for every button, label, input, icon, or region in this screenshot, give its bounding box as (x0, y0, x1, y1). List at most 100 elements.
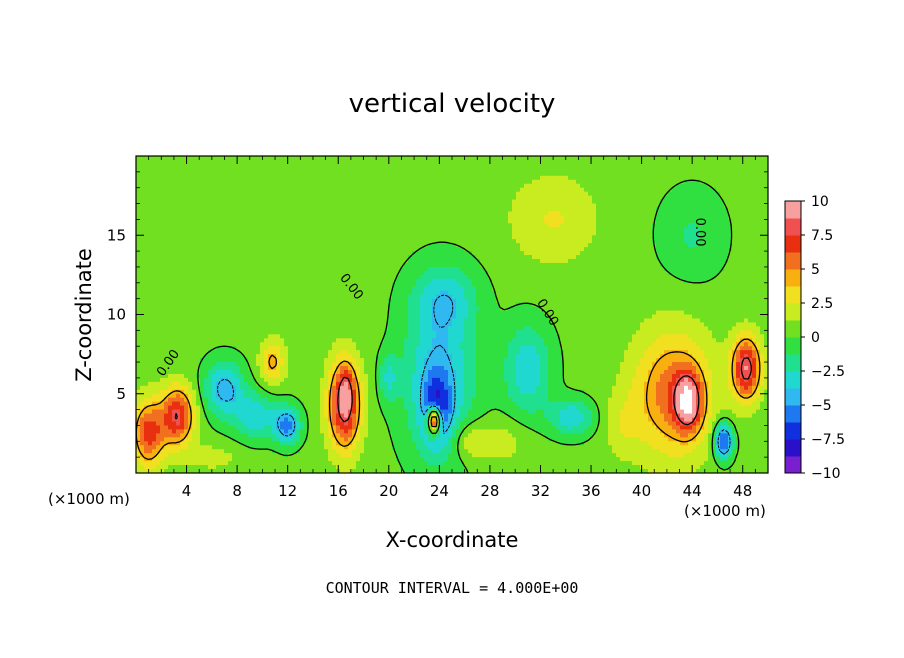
field-cell (392, 239, 397, 244)
field-cell (468, 199, 473, 205)
field-cell (604, 179, 609, 185)
field-cell (716, 171, 721, 177)
field-cell (304, 183, 309, 189)
field-cell (556, 191, 561, 197)
field-cell (152, 187, 157, 193)
field-cell (652, 231, 657, 236)
field-cell (496, 247, 501, 252)
field-cell (440, 262, 445, 268)
field-cell (676, 243, 681, 248)
field-cell (560, 262, 565, 268)
field-cell (336, 219, 341, 224)
field-cell (540, 251, 545, 256)
field-cell (212, 207, 217, 213)
field-cell (456, 227, 461, 232)
field-cell (564, 163, 569, 169)
field-cell (536, 175, 541, 181)
field-cell (672, 199, 677, 205)
field-cell (632, 175, 637, 181)
field-cell (280, 179, 285, 185)
field-cell (676, 219, 681, 224)
field-cell (648, 255, 653, 260)
field-cell (600, 191, 605, 197)
field-cell (520, 219, 525, 224)
field-cell (352, 223, 357, 228)
field-cell (316, 156, 321, 161)
field-cell (720, 243, 725, 248)
field-cell (652, 203, 657, 209)
field-cell (360, 243, 365, 248)
field-cell (660, 167, 665, 173)
field-cell (704, 227, 709, 232)
field-cell (648, 219, 653, 224)
field-cell (560, 183, 565, 189)
field-cell (208, 259, 213, 264)
field-cell (616, 167, 621, 173)
field-cell (328, 175, 333, 181)
field-cell (740, 207, 745, 213)
field-cell (640, 207, 645, 213)
field-cell (332, 251, 337, 256)
field-cell (332, 167, 337, 173)
field-cell (640, 211, 645, 217)
field-cell (272, 219, 277, 224)
field-cell (140, 251, 145, 256)
field-cell (292, 239, 297, 244)
field-cell (340, 159, 345, 165)
field-cell (520, 259, 525, 264)
field-cell (508, 247, 513, 252)
field-cell (156, 231, 161, 236)
field-cell (164, 251, 169, 256)
field-cell (352, 231, 357, 236)
field-cell (372, 235, 377, 240)
field-cell (164, 255, 169, 260)
field-cell (296, 239, 301, 244)
field-cell (232, 191, 237, 197)
field-cell (644, 191, 649, 197)
field-cell (504, 159, 509, 165)
field-cell (392, 262, 397, 268)
field-cell (324, 199, 329, 205)
field-cell (632, 223, 637, 228)
field-cell (688, 187, 693, 193)
field-cell (608, 191, 613, 197)
field-cell (148, 274, 153, 280)
field-cell (716, 159, 721, 165)
field-cell (372, 278, 377, 284)
field-cell (204, 215, 209, 220)
field-cell (340, 259, 345, 264)
field-cell (588, 270, 593, 276)
field-cell (228, 247, 233, 252)
field-cell (140, 215, 145, 220)
field-cell (148, 215, 153, 220)
field-cell (208, 183, 213, 189)
field-cell (448, 207, 453, 213)
field-cell (372, 251, 377, 256)
field-cell (620, 211, 625, 217)
field-cell (492, 243, 497, 248)
field-cell (136, 163, 141, 169)
field-cell (136, 211, 141, 217)
field-cell (468, 274, 473, 280)
field-cell (252, 247, 257, 252)
field-cell (500, 270, 505, 276)
field-cell (164, 235, 169, 240)
field-cell (560, 235, 565, 240)
field-cell (668, 259, 673, 264)
field-cell (136, 270, 141, 276)
field-cell (232, 231, 237, 236)
field-cell (484, 191, 489, 197)
field-cell (524, 195, 529, 201)
field-cell (380, 183, 385, 189)
field-cell (252, 255, 257, 260)
field-cell (764, 183, 768, 189)
field-cell (680, 215, 685, 220)
field-cell (532, 179, 537, 185)
field-cell (588, 191, 593, 197)
field-cell (140, 274, 145, 280)
field-cell (404, 203, 409, 209)
field-cell (584, 231, 589, 236)
field-cell (660, 199, 665, 205)
field-cell (508, 199, 513, 205)
field-cell (696, 270, 701, 276)
